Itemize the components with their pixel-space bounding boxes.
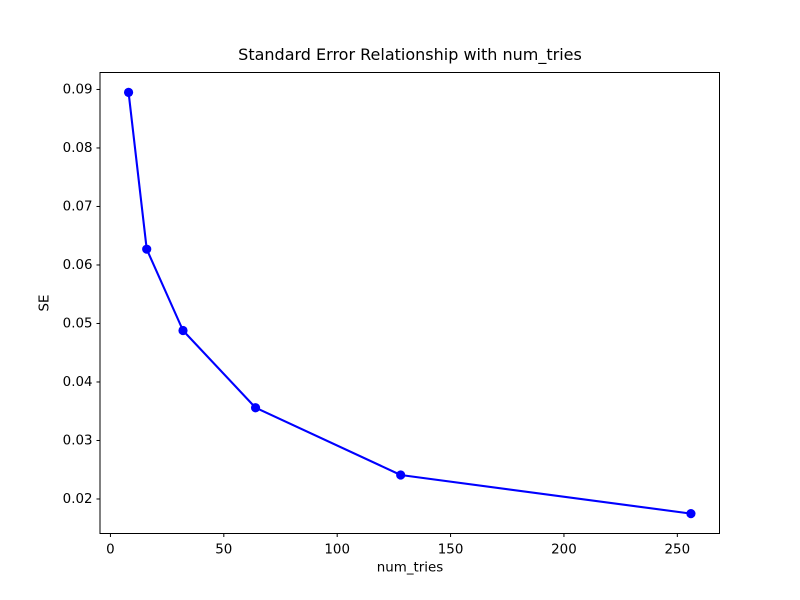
y-tick-label: 0.04 <box>63 375 93 390</box>
x-tick-label: 50 <box>215 543 232 558</box>
data-point-marker <box>396 470 406 480</box>
y-tick-label: 0.09 <box>63 83 93 98</box>
x-tick-label: 100 <box>324 543 350 558</box>
data-point-marker <box>178 325 188 336</box>
y-tick-label: 0.08 <box>63 141 93 156</box>
data-line <box>127 91 692 515</box>
x-tick-label: 0 <box>106 543 115 558</box>
data-point-marker <box>123 87 134 97</box>
y-tick-label: 0.05 <box>63 317 93 332</box>
y-tick-label: 0.03 <box>63 434 93 449</box>
y-axis-label: SE <box>38 295 53 312</box>
data-point-marker <box>250 403 261 413</box>
axes-frame <box>99 72 720 534</box>
y-tick-label: 0.07 <box>63 200 93 215</box>
x-tick-label: 200 <box>551 543 577 558</box>
chart-title: Standard Error Relationship with num_tri… <box>238 45 582 64</box>
x-axis-label: num_tries <box>377 561 443 576</box>
data-point-marker <box>142 244 152 254</box>
data-point-marker <box>686 509 696 519</box>
x-tick-label: 250 <box>665 543 691 558</box>
y-tick-label: 0.06 <box>63 258 93 273</box>
y-tick-label: 0.02 <box>63 492 93 507</box>
x-tick-label: 150 <box>438 543 464 558</box>
